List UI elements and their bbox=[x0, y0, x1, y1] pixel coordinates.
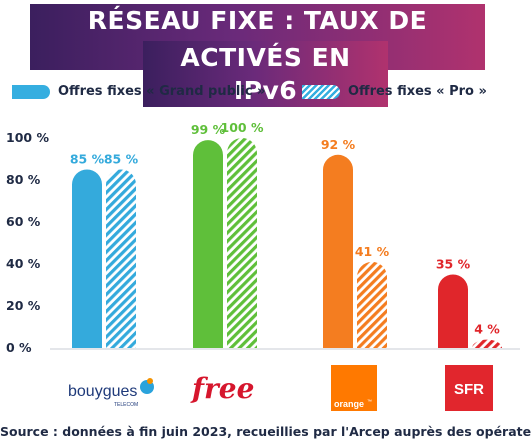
orange-logo: orange ™ bbox=[331, 365, 377, 411]
value-label-bouygues-grand-public: 85 % bbox=[70, 152, 105, 167]
bar-bouygues-grand-public bbox=[72, 169, 102, 348]
bouygues-logo-text: bouygues bbox=[68, 383, 137, 400]
value-label-orange-grand-public: 92 % bbox=[321, 137, 356, 152]
legend-item-grand-public: Offres fixes « Grand public » bbox=[12, 84, 265, 99]
bar-free-pro bbox=[227, 138, 257, 348]
title-line-2: ACTIVÉS EN IPv6 bbox=[143, 41, 388, 107]
y-tick-label: 60 % bbox=[6, 214, 41, 229]
bar-sfr-pro bbox=[472, 339, 502, 348]
y-tick-label: 100 % bbox=[6, 130, 49, 145]
value-label-bouygues-pro: 85 % bbox=[104, 152, 139, 167]
legend-swatch-hatched bbox=[302, 84, 340, 99]
bar-free-grand-public bbox=[193, 140, 223, 348]
y-tick-label: 80 % bbox=[6, 172, 41, 187]
bouygues-logo-dot bbox=[147, 378, 153, 384]
orange-logo-text: orange bbox=[334, 399, 364, 409]
value-label-free-grand-public: 99 % bbox=[191, 122, 226, 137]
value-label-free-pro: 100 % bbox=[221, 120, 264, 135]
value-label-sfr-grand-public: 35 % bbox=[436, 257, 471, 272]
legend: Offres fixes « Grand public » Offres fix… bbox=[0, 84, 531, 106]
bar-chart: 0 % 20 % 40 % 60 % 80 % 100 % 85 % 99 % 92 % 35 %… bbox=[6, 120, 520, 355]
bar-orange-grand-public bbox=[323, 154, 353, 348]
value-label-orange-pro: 41 % bbox=[355, 244, 390, 259]
free-logo: free bbox=[190, 370, 270, 406]
free-logo-text: free bbox=[190, 372, 254, 405]
sfr-logo-text: SFR bbox=[454, 381, 484, 398]
legend-item-pro: Offres fixes « Pro » bbox=[302, 84, 487, 99]
bouygues-logo: bouygues TELECOM bbox=[66, 370, 166, 410]
bar-orange-pro bbox=[357, 261, 387, 348]
bouygues-logo-subtext: TELECOM bbox=[114, 402, 138, 408]
legend-label-pro: Offres fixes « Pro » bbox=[348, 84, 487, 99]
y-tick-label: 40 % bbox=[6, 256, 41, 271]
value-label-sfr-pro: 4 % bbox=[474, 322, 500, 337]
bar-sfr-grand-public bbox=[438, 274, 468, 348]
legend-label-grand-public: Offres fixes « Grand public » bbox=[58, 84, 266, 99]
legend-swatch-solid bbox=[12, 84, 50, 99]
bar-bouygues-pro bbox=[106, 169, 136, 348]
sfr-logo: SFR bbox=[445, 365, 493, 411]
y-tick-label: 20 % bbox=[6, 298, 41, 313]
orange-logo-tm: ™ bbox=[367, 399, 372, 405]
y-tick-label: 0 % bbox=[6, 340, 32, 355]
source-note: Source : données à fin juin 2023, recuei… bbox=[0, 424, 531, 439]
